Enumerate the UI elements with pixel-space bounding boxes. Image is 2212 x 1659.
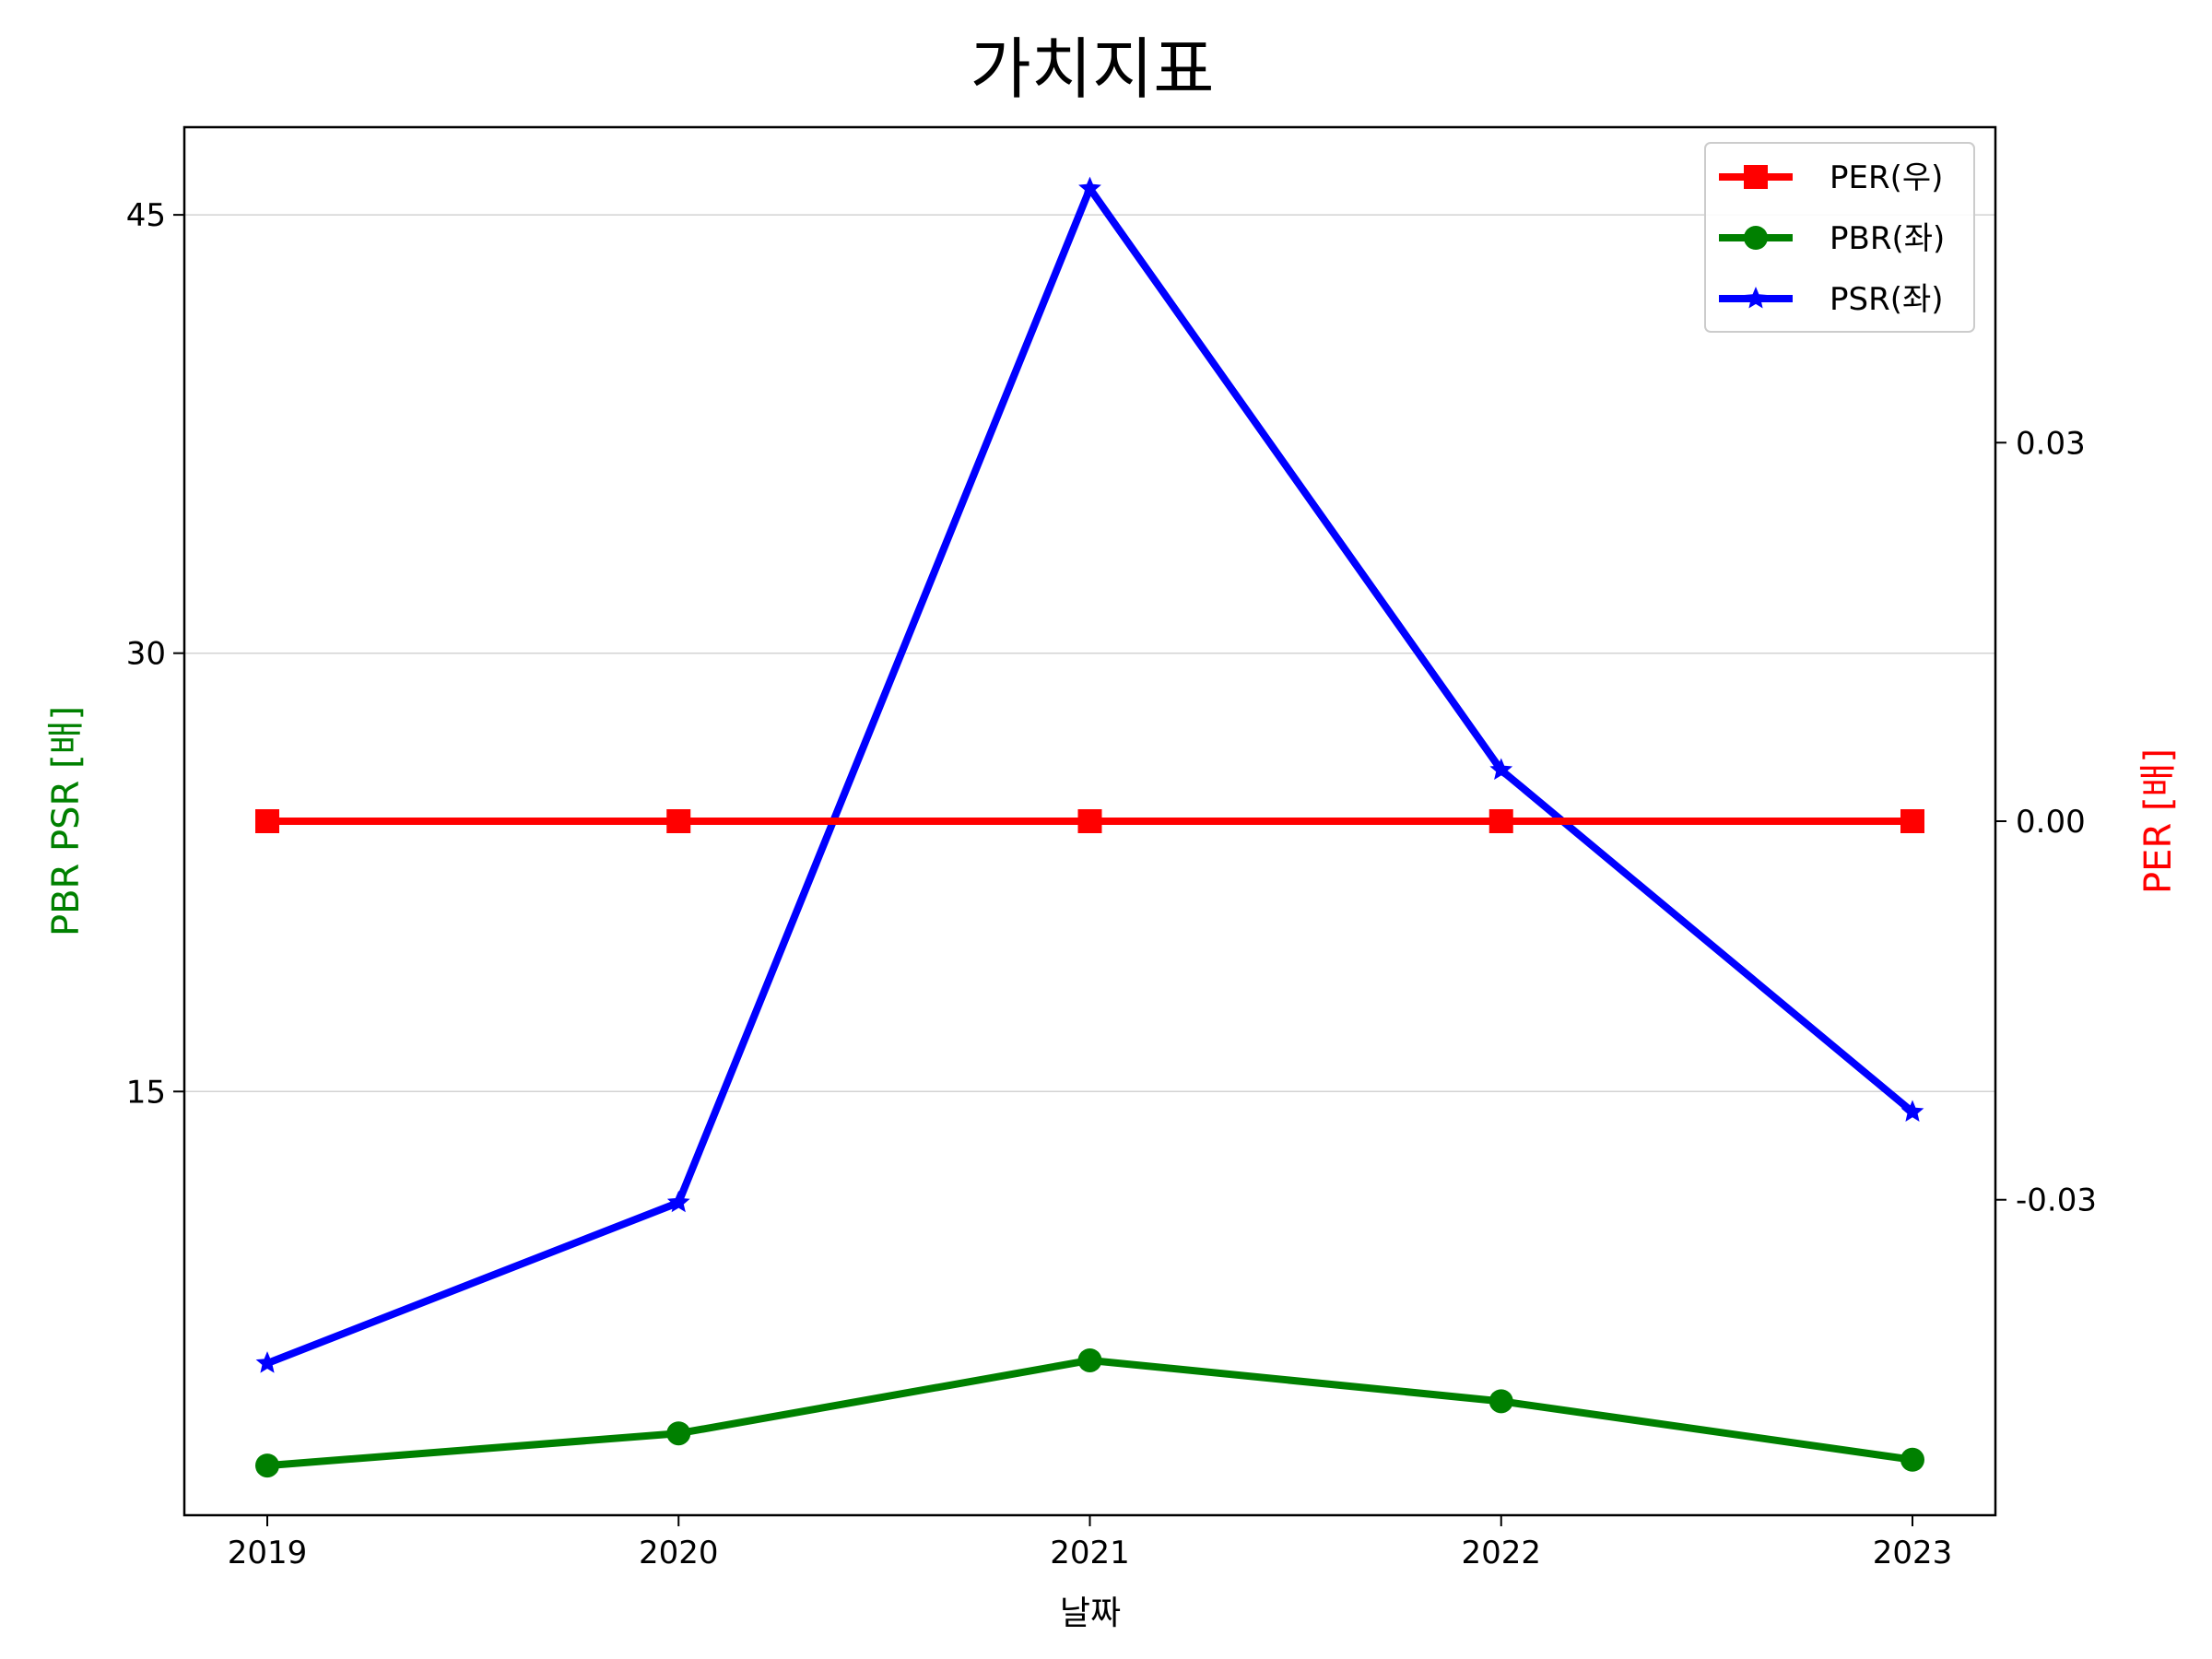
data-point-psr [666, 1190, 690, 1213]
x-tick-label: 2023 [1873, 1535, 1953, 1571]
x-axis-label: 날짜 [1060, 1594, 1121, 1632]
right-tick-label: 0.00 [2016, 804, 2086, 841]
series-line-psr [265, 184, 1915, 1367]
legend-marker-per [1744, 165, 1768, 189]
left-tick-label: 15 [126, 1074, 166, 1111]
data-point-per [666, 809, 691, 833]
right-axis: 0.03 0.00 -0.03 [1995, 425, 2097, 1219]
data-point-per [1077, 809, 1102, 833]
right-tick-label: -0.03 [2016, 1182, 2097, 1219]
x-tick-label: 2020 [639, 1535, 719, 1571]
legend-label-pbr: PBR(좌) [1830, 220, 1945, 257]
chart-title: 가치지표 [971, 30, 1215, 108]
legend-box [1704, 142, 1975, 333]
x-tick-label: 2019 [228, 1535, 308, 1571]
series-per [255, 809, 1924, 833]
left-axis: 15 30 45 [126, 197, 184, 1111]
x-axis: 2019 2020 2021 2022 2023 [228, 1515, 1953, 1571]
legend-marker-pbr [1744, 226, 1768, 250]
data-point-psr [1078, 176, 1101, 199]
x-tick-label: 2022 [1461, 1535, 1541, 1571]
grid-lines [184, 214, 1995, 1093]
data-point-psr [1489, 758, 1513, 780]
data-point-psr [1900, 1100, 1924, 1122]
data-point-pbr [1077, 1347, 1102, 1372]
right-axis-label: PER [배] [2137, 748, 2180, 894]
legend-label-psr: PSR(좌) [1830, 281, 1944, 318]
data-point-pbr [666, 1421, 691, 1446]
x-tick-label: 2021 [1050, 1535, 1130, 1571]
data-point-pbr [1488, 1389, 1513, 1414]
data-point-pbr [1900, 1447, 1924, 1472]
legend-marker-psr [1744, 287, 1768, 309]
left-tick-label: 45 [126, 197, 166, 234]
data-point-pbr [255, 1453, 279, 1478]
series-pbr [255, 1347, 1924, 1478]
data-point-per [1488, 809, 1513, 833]
legend-label-per: PER(우) [1830, 159, 1943, 196]
left-tick-label: 30 [126, 636, 166, 673]
right-tick-label: 0.03 [2016, 425, 2086, 462]
legend: PER(우) PBR(좌) PSR(좌) [1704, 142, 1975, 333]
data-point-per [1900, 809, 1924, 833]
data-point-per [255, 809, 279, 833]
series-psr [255, 176, 1924, 1373]
series-layer [255, 176, 1924, 1478]
left-axis-label: PBR PSR [배] [45, 706, 88, 936]
series-line-pbr [266, 1356, 1913, 1470]
data-point-psr [255, 1351, 279, 1373]
